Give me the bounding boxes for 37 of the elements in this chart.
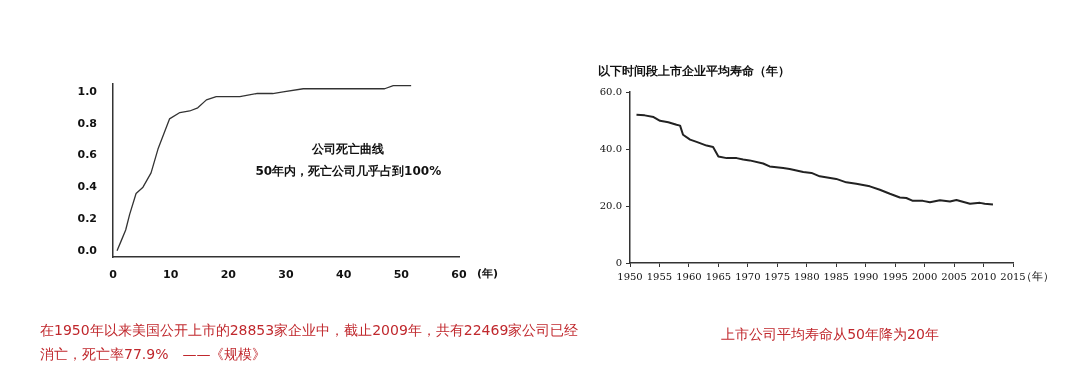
x-tick-label: 1950 bbox=[617, 270, 643, 282]
text: 在1950年以来美国公开上市的28853家企业中，截止2009年，共有22469家公司已经消亡，死亡率77.9% ——《规模》 bbox=[40, 321, 580, 364]
y-tick-label: 0.0 bbox=[77, 243, 98, 257]
y-tick-label: 60.0 bbox=[599, 85, 622, 97]
x-tick-label: 1965 bbox=[705, 270, 732, 282]
x-tick-label: 0 bbox=[109, 268, 118, 282]
y-tick-label: 20.0 bbox=[599, 199, 622, 211]
x-tick-label: 60 bbox=[451, 268, 467, 282]
x-tick-label: 1995 bbox=[882, 270, 908, 282]
x-axis-title: (年) bbox=[477, 266, 499, 280]
annotation: 50年内，死亡公司几乎占到100% bbox=[255, 163, 442, 178]
y-tick-label: 0 bbox=[615, 256, 622, 268]
x-tick-label: 2015 bbox=[1000, 270, 1026, 282]
x-tick-label: 2005 bbox=[941, 270, 967, 282]
chart-title: 以下时间段上市企业平均寿命（年） bbox=[598, 64, 790, 79]
x-tick-label: 1970 bbox=[735, 270, 761, 282]
y-tick-label: 0.8 bbox=[77, 116, 97, 130]
text: 上市公司平均寿命从50年降为20年 bbox=[720, 325, 940, 344]
x-tick-label: 20 bbox=[220, 268, 237, 282]
x-tick-label: 30 bbox=[278, 268, 294, 282]
x-tick-label: 50 bbox=[393, 268, 410, 282]
x-tick-label: 10 bbox=[163, 268, 179, 282]
y-tick-label: 0.6 bbox=[77, 148, 98, 162]
annotation: 公司死亡曲线 bbox=[311, 141, 385, 156]
x-tick-label: 1960 bbox=[676, 270, 702, 282]
x-tick-label: 1955 bbox=[646, 270, 673, 282]
x-tick-label: 2000 bbox=[911, 270, 938, 282]
x-tick-label: 1975 bbox=[764, 270, 791, 282]
x-tick-label: 1985 bbox=[823, 270, 849, 282]
x-tick-label: 1990 bbox=[852, 270, 879, 282]
y-tick-label: 1.0 bbox=[77, 84, 98, 98]
y-tick-label: 40.0 bbox=[599, 142, 622, 154]
x-tick-label: 2010 bbox=[970, 270, 997, 282]
x-tick-label: 40 bbox=[336, 268, 352, 282]
x-tick-label: 1980 bbox=[794, 270, 820, 282]
y-tick-label: 0.2 bbox=[77, 211, 97, 225]
y-tick-label: 0.4 bbox=[77, 180, 98, 194]
